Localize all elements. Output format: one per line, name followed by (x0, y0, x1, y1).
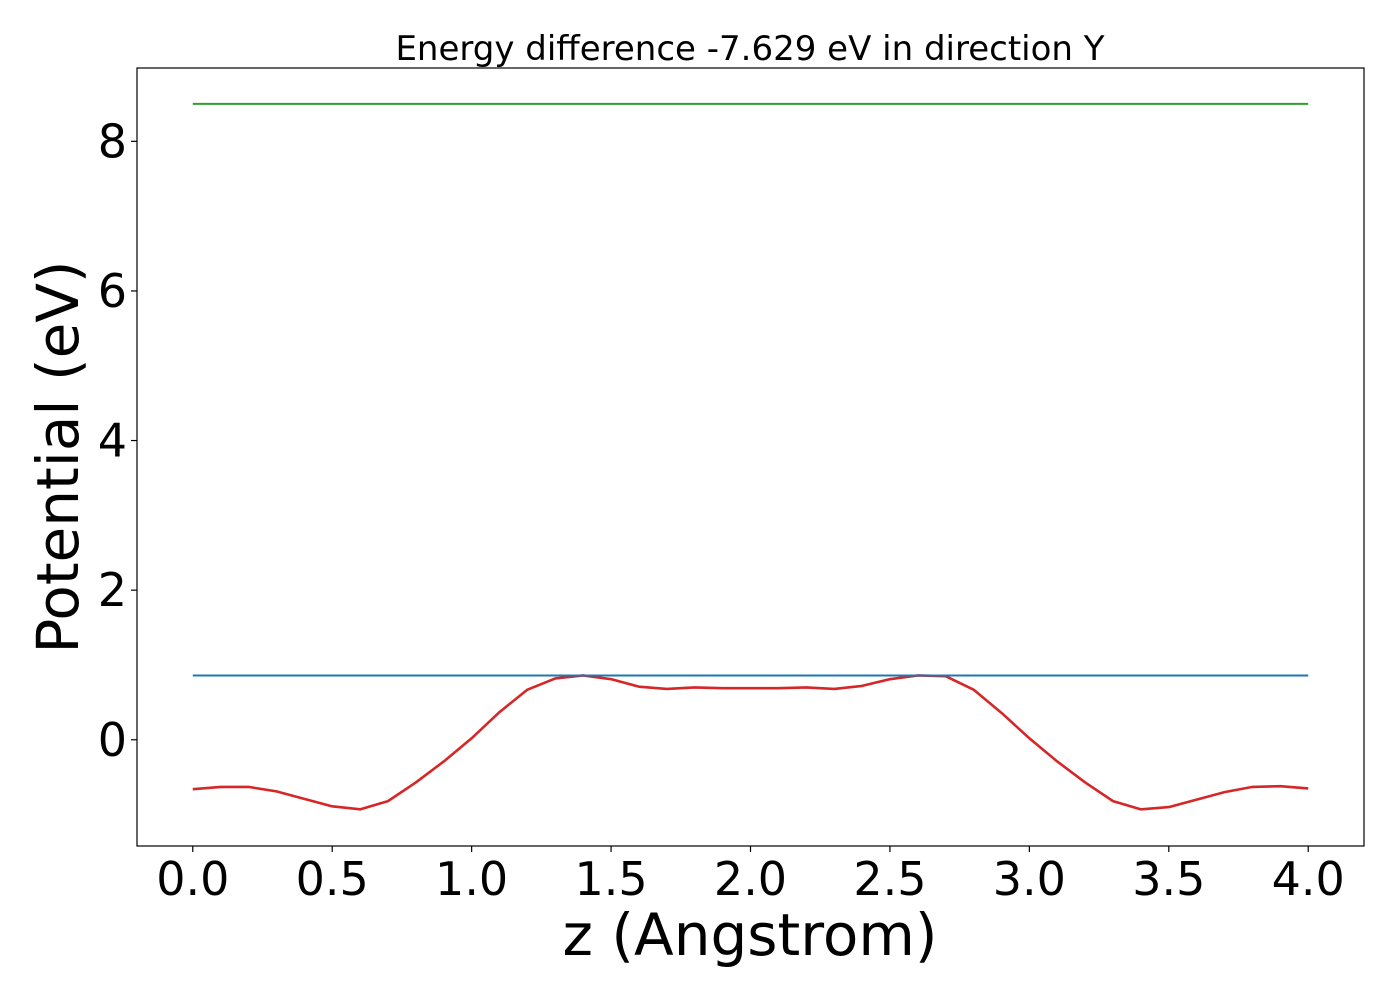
y-tick-label: 8 (98, 114, 127, 168)
x-tick-label: 1.0 (435, 852, 508, 906)
y-tick-label: 4 (98, 414, 127, 468)
y-tick-label: 0 (98, 713, 127, 767)
x-tick-label: 1.5 (574, 852, 647, 906)
series-layer (192, 102, 1309, 811)
y-axis-ticks: 0 2 4 6 8 (98, 114, 137, 767)
x-tick-label: 3.0 (993, 852, 1066, 906)
x-axis-label: z (Angstrom) (563, 901, 938, 969)
chart-title: Energy difference -7.629 eV in direction… (395, 29, 1104, 69)
x-tick-label: 0.5 (296, 852, 369, 906)
x-tick-label: 4.0 (1272, 852, 1345, 906)
potential-curve (192, 674, 1309, 811)
x-tick-label: 3.5 (1132, 852, 1205, 906)
x-axis-ticks: 0.0 0.5 1.0 1.5 2.0 2.5 3.0 3.5 4.0 (156, 846, 1345, 906)
y-axis-label: Potential (eV) (24, 260, 92, 653)
x-tick-label: 2.5 (853, 852, 926, 906)
plot-frame (136, 67, 1365, 847)
y-tick-label: 2 (98, 563, 127, 617)
x-tick-label: 2.0 (714, 852, 787, 906)
y-tick-label: 6 (98, 264, 127, 318)
x-tick-label: 0.0 (156, 852, 229, 906)
